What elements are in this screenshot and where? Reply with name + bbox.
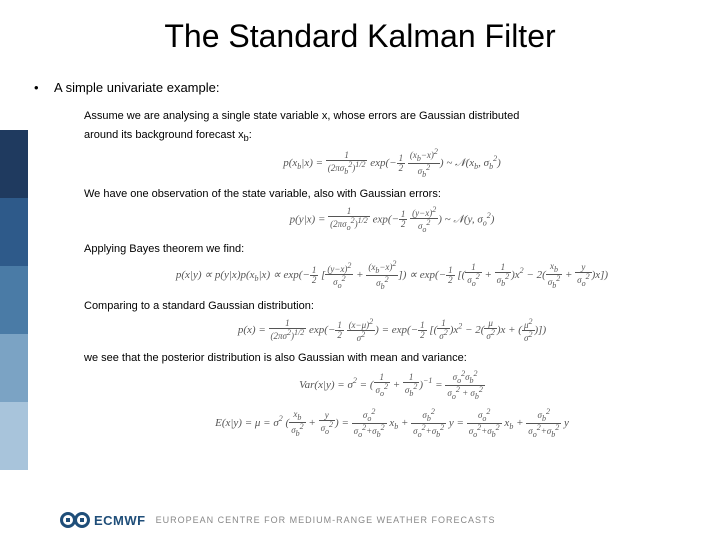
stripe-3 bbox=[0, 266, 28, 334]
sidebar-accent bbox=[0, 130, 28, 470]
equation-3: p(x|y) ∝ p(y|x)p(xb|x) ∝ exp⁠(−12 [(y−x)… bbox=[84, 260, 700, 291]
brand-name: ECMWF bbox=[94, 513, 146, 528]
equation-5a: Var(x|y) = σ2 = (1σo2 + 1σb2)−1 = σo2σb2… bbox=[84, 370, 700, 401]
paragraph-4: Comparing to a standard Gaussian distrib… bbox=[84, 299, 700, 314]
paragraph-1a: Assume we are analysing a single state v… bbox=[84, 109, 700, 124]
stripe-1 bbox=[0, 130, 28, 198]
bullet-item: • A simple univariate example: bbox=[34, 80, 700, 95]
bullet-text: A simple univariate example: bbox=[54, 80, 219, 95]
bullet-marker: • bbox=[34, 80, 54, 95]
slide-content: • A simple univariate example: Assume we… bbox=[34, 80, 700, 447]
equation-4: p(x) = 1(2πσ2)1/2 exp⁠(−12 (x−μ)2σ2) = e… bbox=[84, 318, 700, 343]
equation-5b: E(x|y) = μ = σ2 (xbσb2 + yσo2) = σo2σo2+… bbox=[84, 408, 700, 439]
brand-logo: ECMWF bbox=[60, 512, 146, 528]
paragraph-5: we see that the posterior distribution i… bbox=[84, 351, 700, 366]
stripe-4 bbox=[0, 334, 28, 402]
paragraph-2: We have one observation of the state var… bbox=[84, 187, 700, 202]
body-indent: Assume we are analysing a single state v… bbox=[84, 109, 700, 439]
equation-1: p(xb|x) = 1(2πσb2)1/2 exp⁠(−12 (xb−x)2σb… bbox=[84, 148, 700, 179]
paragraph-3: Applying Bayes theorem we find: bbox=[84, 242, 700, 257]
stripe-5 bbox=[0, 402, 28, 470]
brand-tagline: EUROPEAN CENTRE FOR MEDIUM-RANGE WEATHER… bbox=[156, 515, 496, 525]
equation-2: p(y|x) = 1(2πσo2)1/2 exp⁠(−12 (y−x)2σo2)… bbox=[84, 206, 700, 234]
logo-icon bbox=[74, 512, 90, 528]
stripe-2 bbox=[0, 198, 28, 266]
slide-title: The Standard Kalman Filter bbox=[0, 0, 720, 65]
paragraph-1b: around its background forecast xb: bbox=[84, 128, 700, 145]
footer: ECMWF EUROPEAN CENTRE FOR MEDIUM-RANGE W… bbox=[60, 512, 495, 528]
